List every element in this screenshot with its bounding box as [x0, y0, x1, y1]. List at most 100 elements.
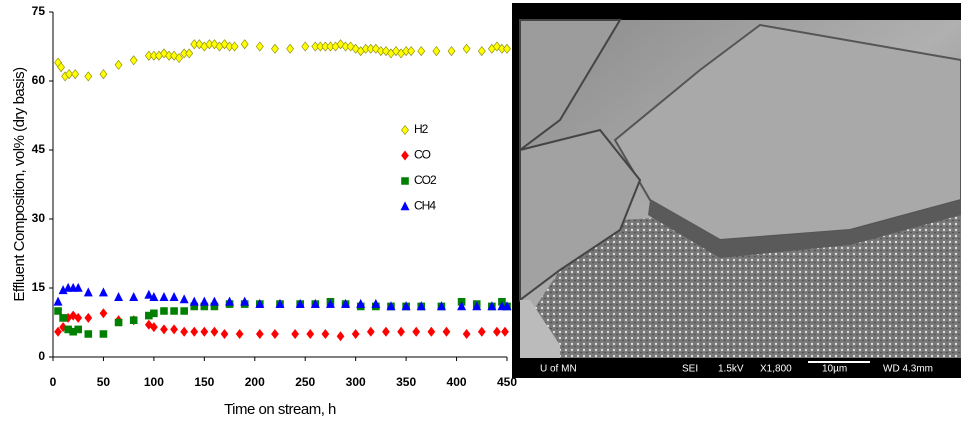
x-tick-label: 350 — [396, 375, 416, 389]
data-point — [287, 44, 294, 53]
image-caption: X1,800 — [760, 364, 792, 375]
data-point — [55, 308, 62, 315]
data-point — [130, 317, 137, 324]
data-point — [60, 314, 67, 321]
data-point — [85, 313, 92, 322]
data-point — [367, 327, 374, 336]
legend-label: CH4 — [414, 199, 436, 213]
data-point — [478, 47, 485, 56]
y-tick-label: 75 — [32, 4, 46, 18]
data-point — [181, 308, 188, 315]
data-point — [478, 327, 485, 336]
image-caption: WD 4.3mm — [883, 364, 933, 375]
data-point — [186, 49, 193, 58]
data-point — [100, 331, 107, 338]
data-point — [99, 288, 107, 296]
data-point — [418, 47, 425, 56]
data-point — [115, 319, 122, 326]
legend-marker — [402, 126, 409, 135]
y-tick-label: 30 — [32, 211, 46, 225]
image-caption: U of MN — [540, 364, 577, 375]
data-point — [271, 330, 278, 339]
data-point — [171, 325, 178, 334]
data-point — [130, 56, 137, 65]
data-point — [307, 330, 314, 339]
data-point — [337, 332, 344, 341]
data-point — [352, 330, 359, 339]
legend-marker — [401, 202, 409, 210]
y-tick-label: 0 — [38, 349, 45, 363]
data-point — [322, 330, 329, 339]
data-point — [100, 309, 107, 318]
data-point — [271, 44, 278, 53]
data-point — [236, 330, 243, 339]
y-tick-label: 45 — [32, 142, 46, 156]
image-caption: 10µm — [822, 364, 847, 375]
x-tick-label: 0 — [50, 375, 57, 389]
data-point — [170, 293, 178, 301]
data-point — [190, 297, 198, 305]
data-point — [501, 327, 508, 336]
data-point — [130, 293, 138, 301]
data-point — [292, 330, 299, 339]
x-tick-label: 400 — [447, 375, 467, 389]
data-point — [210, 297, 218, 305]
data-point — [200, 297, 208, 305]
x-tick-label: 200 — [245, 375, 265, 389]
data-point — [201, 327, 208, 336]
data-point — [54, 297, 62, 305]
legend-marker — [402, 178, 409, 185]
data-point — [160, 308, 167, 315]
data-point — [256, 42, 263, 51]
data-point — [100, 70, 107, 79]
data-point — [241, 40, 248, 49]
data-point — [463, 330, 470, 339]
data-point — [443, 327, 450, 336]
legend-label: CO — [414, 148, 431, 162]
data-point — [413, 327, 420, 336]
y-axis-label: Effluent Composition, vol% (dry basis) — [11, 67, 28, 302]
data-point — [408, 47, 415, 56]
data-point — [85, 331, 92, 338]
data-point — [160, 325, 167, 334]
data-point — [72, 70, 79, 79]
data-point — [256, 330, 263, 339]
data-point — [115, 60, 122, 69]
data-point — [85, 72, 92, 81]
x-axis-label: Time on stream, h — [224, 401, 336, 418]
data-point — [150, 310, 157, 317]
data-point — [302, 42, 309, 51]
y-tick-label: 60 — [32, 73, 46, 87]
y-tick-label: 15 — [32, 280, 46, 294]
data-point — [160, 293, 168, 301]
legend-marker — [402, 151, 409, 160]
data-point — [181, 327, 188, 336]
legend-label: H2 — [414, 122, 429, 136]
data-point — [171, 308, 178, 315]
data-point — [180, 295, 188, 303]
x-tick-label: 250 — [295, 375, 315, 389]
data-point — [463, 44, 470, 53]
image-caption: 1.5kV — [718, 364, 744, 375]
x-tick-label: 150 — [194, 375, 214, 389]
data-point — [115, 293, 123, 301]
data-point — [448, 47, 455, 56]
data-point — [221, 330, 228, 339]
data-point — [433, 47, 440, 56]
image-caption: SEI — [682, 364, 698, 375]
data-point — [504, 44, 511, 53]
x-tick-label: 450 — [497, 375, 517, 389]
data-point — [398, 327, 405, 336]
data-point — [84, 288, 92, 296]
data-point — [211, 327, 218, 336]
x-tick-label: 100 — [144, 375, 164, 389]
legend-label: CO2 — [414, 173, 437, 187]
data-point — [231, 42, 238, 51]
data-point — [191, 327, 198, 336]
x-tick-label: 300 — [346, 375, 366, 389]
data-point — [382, 327, 389, 336]
data-point — [428, 327, 435, 336]
sem-image — [512, 3, 961, 378]
data-point — [493, 327, 500, 336]
page: 01530456075050100150200250300350400450Ti… — [0, 0, 961, 425]
